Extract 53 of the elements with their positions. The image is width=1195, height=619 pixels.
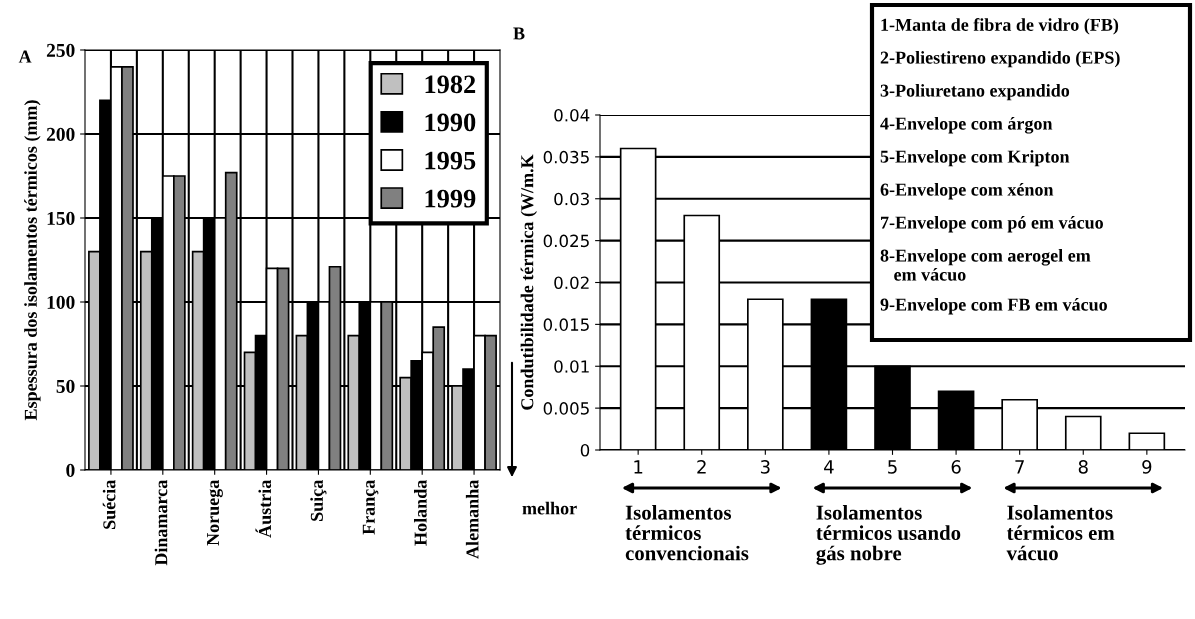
y-tick-label: 0.03	[554, 192, 589, 206]
x-tick-label: 7	[1015, 460, 1024, 474]
x-tick-label: 4	[824, 460, 834, 474]
text: 2-Poliestireno expandido (EPS)	[880, 51, 1120, 68]
y-tick-label: 150	[47, 211, 75, 225]
annotation: 8-Envelope com aerogel em em vácuo	[880, 249, 1091, 281]
y-tick-label: 0.02	[554, 276, 589, 290]
y-tick-label: 0.025	[543, 234, 589, 248]
text: Isolamentos térmicos convencionais	[625, 505, 749, 561]
x-tick-label: França	[362, 480, 379, 535]
x-tick-label: Dinamarca	[154, 480, 168, 566]
y-tick-label: 0.005	[543, 402, 589, 415]
annotation: 4-Envelope com árgon	[880, 117, 1053, 134]
y-tick-label: 0	[66, 463, 75, 477]
y-tick-label: 0.035	[543, 150, 589, 164]
legend-label: 1995	[425, 151, 476, 170]
annotation: 5-Envelope com Kripton	[880, 150, 1070, 167]
annotation: 7-Envelope com pó em vácuo	[881, 216, 1103, 233]
y-tick-label: 50	[56, 379, 75, 393]
x-tick-label: Áustria	[255, 480, 272, 538]
y-tick-label: 0.04	[554, 108, 590, 122]
text: Isolamentos térmicos em vácuo	[1006, 505, 1115, 561]
legend-label: 1990	[425, 113, 476, 132]
x-tick-label: 1	[634, 460, 643, 474]
text: 1-Manta de fibra de vidro (FB)	[881, 18, 1119, 35]
x-tick-label: 3	[760, 460, 770, 474]
y-tick-label: 0	[580, 443, 590, 457]
x-tick-label: Noruega	[207, 480, 223, 546]
x-tick-label: 5	[888, 460, 897, 474]
x-tick-label: Holanda	[414, 479, 427, 546]
x-tick-label: 2	[697, 460, 706, 474]
legend-label: 1999	[425, 189, 476, 208]
x-tick-label: 8	[1078, 460, 1088, 474]
y-tick-label: 0.015	[543, 318, 589, 331]
annotation: 9-Envelope com FB em vácuo	[880, 298, 1107, 315]
y-axis-title: Espessura dos isolamentos térmicos (mm)	[24, 100, 41, 421]
annotation: 6-Envelope com xénon	[880, 183, 1054, 200]
y-tick-label: 0.01	[554, 360, 589, 373]
x-tick-label: 6	[951, 460, 961, 474]
y-tick-label: 100	[47, 295, 75, 309]
legend-label: 1982	[425, 75, 476, 94]
text: 3-Poliuretano expandido	[880, 84, 1070, 101]
x-tick-label: Suiça	[310, 479, 327, 521]
y-tick-label: 250	[46, 43, 75, 57]
x-tick-label: Suécia	[102, 480, 116, 529]
y-tick-label: 200	[46, 127, 75, 141]
x-tick-label: 9	[1142, 460, 1152, 474]
x-tick-label: Alemanha	[465, 479, 479, 559]
text: Isolamentos térmicos usando gás nobre	[816, 505, 961, 565]
y-axis-title: Condutibilidade térmica (W/m.K	[520, 154, 538, 410]
text: melhor	[522, 501, 577, 515]
chart-title: A	[18, 50, 32, 63]
chart-title: B	[513, 27, 525, 40]
